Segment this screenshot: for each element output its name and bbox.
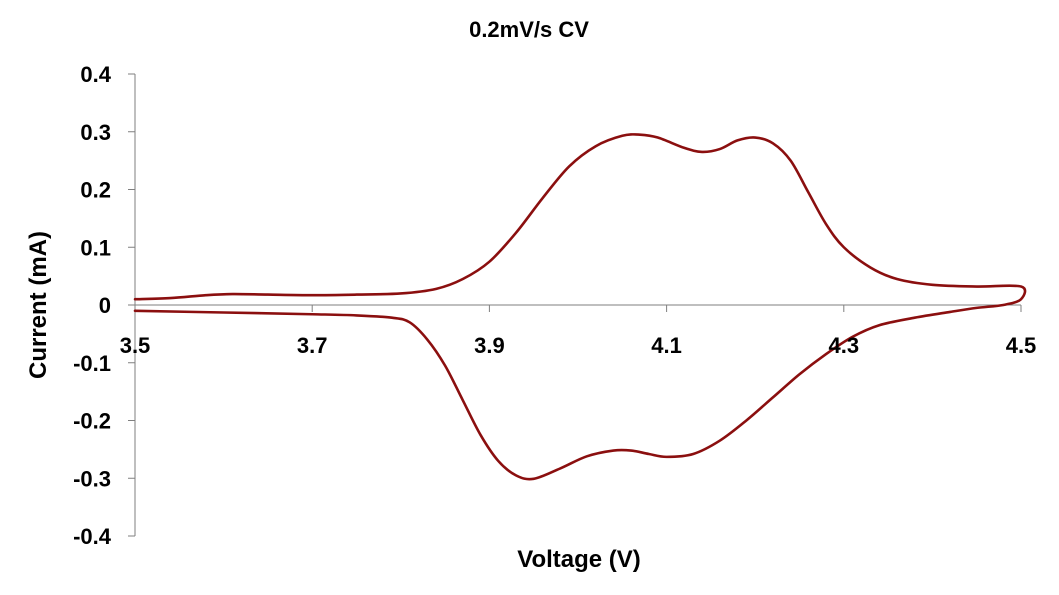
axes xyxy=(128,73,1022,537)
series-layer xyxy=(133,133,1027,481)
y-tick-label: 0.3 xyxy=(80,120,111,145)
x-tick-label: 4.3 xyxy=(829,333,860,358)
y-tick-label: 0.2 xyxy=(80,178,111,203)
y-tick-label: 0.4 xyxy=(80,62,111,87)
x-tick-label: 3.9 xyxy=(474,333,505,358)
y-tick-label: 0.1 xyxy=(80,235,111,260)
y-tick-label: 0 xyxy=(99,293,111,318)
y-tick-label: -0.4 xyxy=(73,524,112,549)
x-tick-label: 4.1 xyxy=(651,333,682,358)
y-tick-label: -0.3 xyxy=(73,466,111,491)
x-tick-label: 4.5 xyxy=(1006,333,1037,358)
x-tick-label: 3.7 xyxy=(297,333,328,358)
tick-labels: 0.4 0.3 0.2 0.1 0 -0.1 -0.2 -0.3 -0.4 3.5 3.7 3.9 4.… xyxy=(73,62,1036,549)
y-tick-label: -0.1 xyxy=(73,351,111,376)
y-axis-title: Current (mA) xyxy=(25,231,52,379)
cv-series-line xyxy=(133,133,1027,481)
x-tick-label: 3.5 xyxy=(120,333,151,358)
chart-title: 0.2mV/s CV xyxy=(469,17,589,42)
x-axis-title: Voltage (V) xyxy=(517,546,641,573)
y-tick-label: -0.2 xyxy=(73,409,111,434)
